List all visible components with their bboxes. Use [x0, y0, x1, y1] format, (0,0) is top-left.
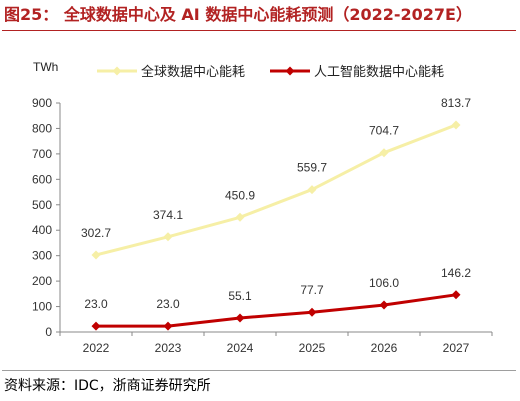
- y-tick-label: 700: [32, 147, 52, 161]
- series-line-1: [95, 123, 457, 257]
- series-2-data-label: 146.2: [441, 266, 471, 280]
- legend-label-1: 全球数据中心能耗: [141, 64, 245, 80]
- source-divider: [2, 370, 516, 371]
- y-tick-label: 600: [32, 172, 52, 186]
- y-tick-label: 200: [32, 274, 52, 288]
- x-tick-label: 2023: [155, 341, 182, 355]
- y-tick-label: 400: [32, 223, 52, 237]
- series-2-data-label: 23.0: [156, 297, 180, 311]
- chart-title: 图25： 全球数据中心及 AI 数据中心能耗预测（2022-2027E）: [4, 3, 516, 27]
- series-2-data-label: 55.1: [228, 289, 252, 303]
- x-tick-label: 2022: [83, 341, 110, 355]
- chart-data-labels: 302.7 374.1 450.9 559.7 704.7 813.7 23.0 23.0 55…: [81, 96, 471, 311]
- series-2-marker: [91, 321, 101, 331]
- y-axis-unit: TWh: [33, 60, 58, 74]
- series-1-data-label: 813.7: [441, 96, 471, 110]
- series-1-marker: [307, 185, 317, 195]
- series-1-data-label: 302.7: [81, 226, 111, 240]
- title-divider: [2, 30, 516, 31]
- line-chart: TWh 0 100 200 300 400 500 600 700 800 900 2022 2023 2…: [32, 60, 493, 355]
- chart-series: [91, 120, 461, 331]
- chart-axes: TWh 0 100 200 300 400 500 600 700 800 900 2022 2023 2…: [32, 60, 493, 355]
- series-2-data-label: 77.7: [300, 283, 324, 297]
- x-tick-label: 2025: [299, 341, 326, 355]
- source-text: 资料来源：IDC，浙商证券研究所: [4, 378, 211, 394]
- series-1-data-label: 374.1: [153, 208, 183, 222]
- series-2-marker: [163, 321, 173, 331]
- x-tick-label: 2024: [227, 341, 254, 355]
- legend-label-2: 人工智能数据中心能耗: [314, 65, 444, 80]
- chart-legend: 全球数据中心能耗 人工智能数据中心能耗: [97, 64, 444, 80]
- y-tick-label: 900: [32, 96, 52, 110]
- y-tick-label: 500: [32, 198, 52, 212]
- y-tick-label: 300: [32, 249, 52, 263]
- series-2-data-label: 23.0: [84, 297, 108, 311]
- source-note: 资料来源：IDC，浙商证券研究所: [4, 376, 211, 396]
- series-1-marker: [91, 250, 101, 260]
- series-1-data-label: 450.9: [225, 188, 255, 202]
- series-1-marker: [379, 148, 389, 158]
- series-2-marker: [307, 307, 317, 317]
- x-tick-label: 2027: [443, 341, 470, 355]
- series-1-marker: [163, 232, 173, 242]
- y-tick-label: 100: [32, 300, 52, 314]
- series-2-data-label: 106.0: [369, 276, 399, 290]
- series-line-2: [96, 293, 457, 328]
- chart-title-text: 图25： 全球数据中心及 AI 数据中心能耗预测（2022-2027E）: [4, 5, 472, 24]
- y-tick-label: 800: [32, 121, 52, 135]
- series-2-marker: [379, 300, 389, 310]
- series-2-marker: [235, 313, 245, 323]
- legend-swatch-marker-2: [285, 66, 295, 76]
- y-tick-label: 0: [45, 325, 52, 339]
- legend-swatch-marker-1: [112, 66, 122, 76]
- series-1-marker: [235, 212, 245, 222]
- series-1-data-label: 559.7: [297, 161, 327, 175]
- series-1-marker: [451, 120, 461, 130]
- series-1-data-label: 704.7: [369, 124, 399, 138]
- x-tick-label: 2026: [371, 341, 398, 355]
- series-2-marker: [451, 290, 461, 300]
